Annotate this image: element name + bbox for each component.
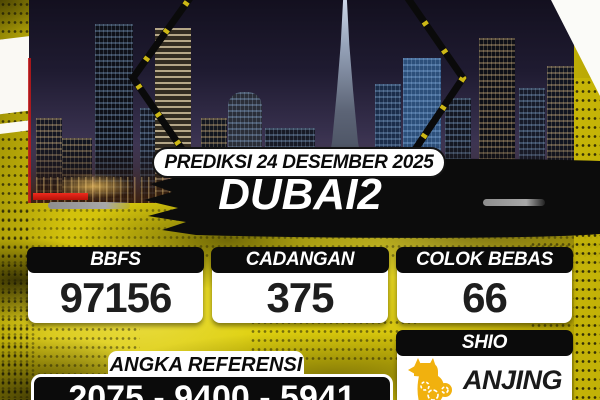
card-colok-bebas-header: COLOK BEBAS <box>396 247 573 273</box>
halftone-dots-right <box>574 78 600 400</box>
card-colok-bebas-value: 66 <box>462 274 508 321</box>
date-banner: PREDIKSI 24 DESEMBER 2025 <box>152 147 446 178</box>
red-bar <box>33 193 88 200</box>
date-banner-label: PREDIKSI 24 DESEMBER 2025 <box>164 151 434 173</box>
page-title: DUBAI2 <box>218 170 382 219</box>
card-cadangan-header: CADANGAN <box>211 247 389 273</box>
gray-bar-left <box>48 202 130 209</box>
card-bbfs: BBFS 97156 <box>27 247 204 323</box>
card-colok-bebas: COLOK BEBAS 66 <box>396 247 573 323</box>
card-shio-header: SHIO <box>396 330 573 356</box>
red-edge-line <box>28 58 31 203</box>
card-bbfs-header: BBFS <box>27 247 204 273</box>
reference-value-box: 2075 - 9400 - 5941 <box>31 374 393 400</box>
gray-bar-right <box>483 199 545 206</box>
shio-animal-label: ANJING <box>463 364 563 395</box>
brush-stroke-banner <box>144 158 600 238</box>
dog-icon <box>408 358 452 400</box>
reference-value: 2075 - 9400 - 5941 <box>68 379 356 400</box>
card-cadangan-value: 375 <box>266 274 334 321</box>
card-shio-body: ANJING <box>397 356 572 400</box>
hexagon-frame <box>128 0 468 180</box>
reference-label: ANGKA REFERENSI <box>109 354 303 376</box>
card-cadangan: CADANGAN 375 <box>211 247 389 323</box>
card-shio: SHIO ANJING <box>396 330 573 400</box>
card-bbfs-value: 97156 <box>59 274 173 321</box>
